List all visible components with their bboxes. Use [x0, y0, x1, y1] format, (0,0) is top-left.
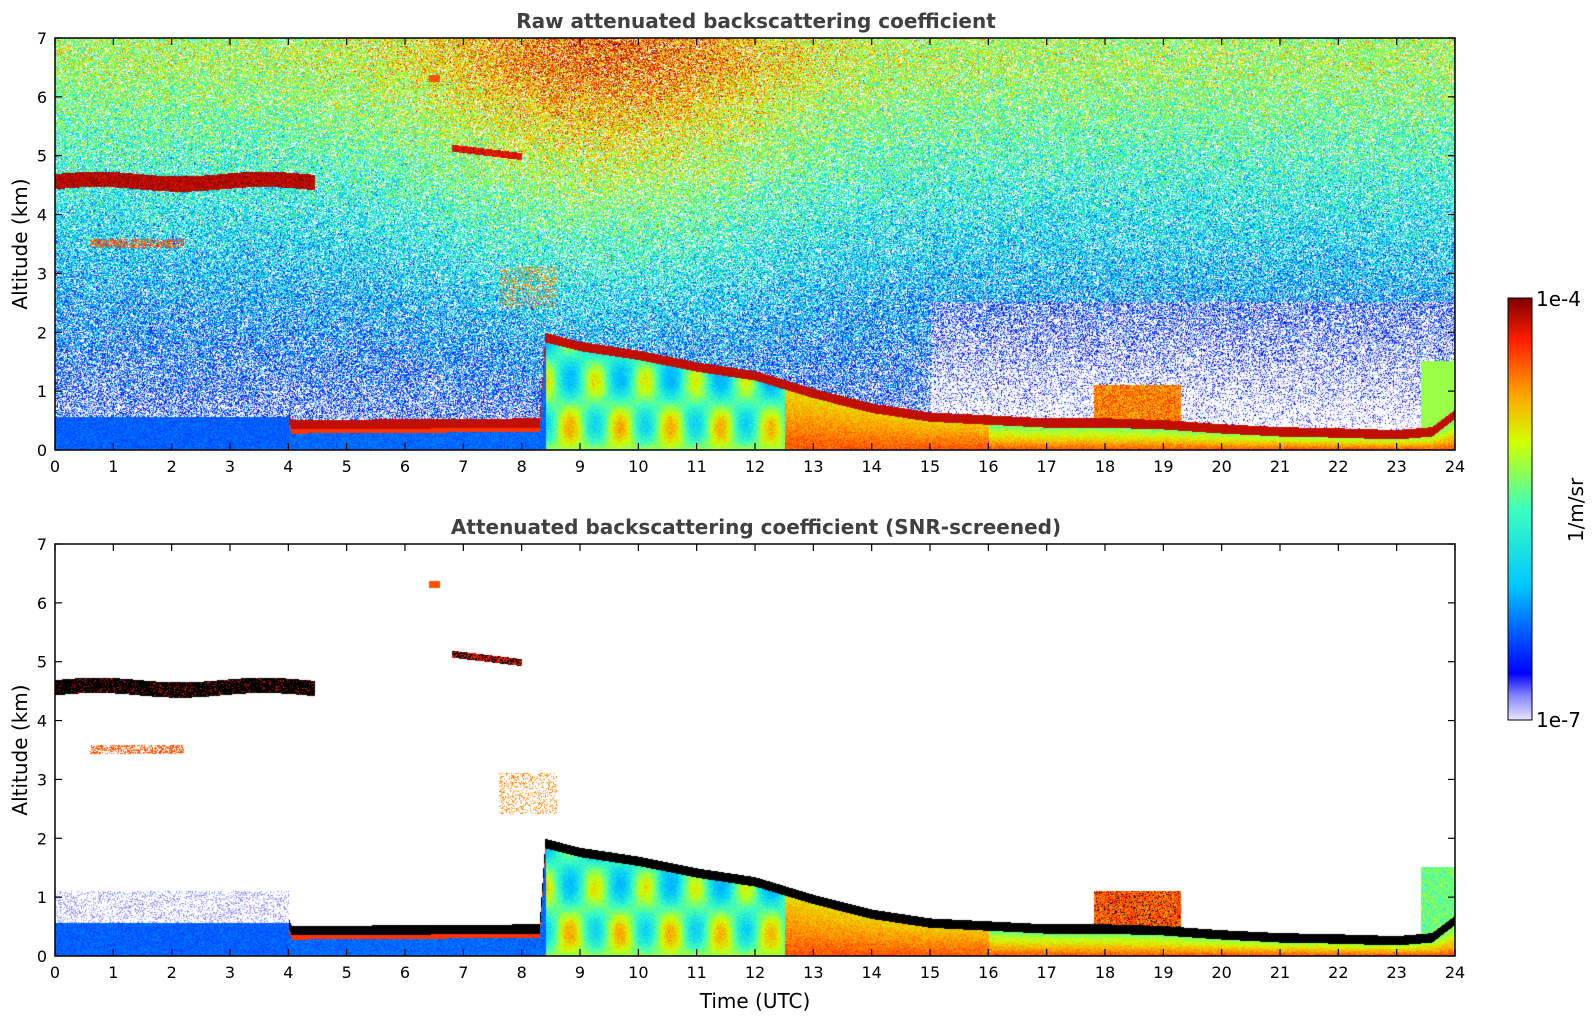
- raw-heatmap: [55, 38, 1455, 450]
- y-tick-label: 5: [37, 147, 47, 166]
- x-tick-label: 15: [920, 963, 940, 982]
- x-tick-label: 11: [686, 457, 706, 476]
- y-tick-label: 0: [37, 947, 47, 966]
- x-tick-label: 1: [108, 457, 118, 476]
- x-tick-label: 13: [803, 457, 823, 476]
- x-tick-label: 24: [1445, 963, 1465, 982]
- x-tick-label: 17: [1036, 457, 1056, 476]
- colorbar-units-label: 1/m/sr: [1564, 477, 1588, 542]
- x-tick-label: 16: [978, 457, 998, 476]
- x-tick-label: 9: [575, 457, 585, 476]
- colorbar: 1e-4 1e-7 1/m/sr: [1507, 287, 1588, 732]
- colorbar-max-label: 1e-4: [1536, 287, 1581, 311]
- y-tick-label: 6: [37, 594, 47, 613]
- y-tick-label: 2: [37, 829, 47, 848]
- x-tick-label: 2: [167, 963, 177, 982]
- x-tick-label: 2: [167, 457, 177, 476]
- y-tick-label: 6: [37, 88, 47, 107]
- colorbar-gradient: [1507, 297, 1533, 721]
- x-tick-label: 21: [1270, 963, 1290, 982]
- x-tick-label: 5: [342, 963, 352, 982]
- x-tick-label: 24: [1445, 457, 1465, 476]
- y-tick-label: 1: [37, 888, 47, 907]
- x-tick-label: 12: [745, 457, 765, 476]
- x-tick-label: 3: [225, 457, 235, 476]
- screened-panel-title: Attenuated backscattering coefficient (S…: [451, 515, 1061, 539]
- x-tick-label: 9: [575, 963, 585, 982]
- x-tick-label: 0: [50, 963, 60, 982]
- x-tick-label: 8: [517, 457, 527, 476]
- raw-axis-ticks: 0 1 2 3 4 5 6 7 8 9 10 11 12 13 14 15 16 17 18 19 20 21 22 23 24…: [37, 29, 1465, 476]
- x-tick-label: 8: [517, 963, 527, 982]
- x-tick-label: 4: [283, 457, 293, 476]
- x-tick-label: 0: [50, 457, 60, 476]
- screened-backscatter-panel: Attenuated backscattering coefficient (S…: [8, 515, 1465, 1013]
- x-tick-label: 18: [1095, 963, 1115, 982]
- y-tick-label: 4: [37, 712, 47, 731]
- x-tick-label: 20: [1211, 457, 1231, 476]
- x-tick-label: 17: [1036, 963, 1056, 982]
- raw-y-axis-label: Altitude (km): [8, 178, 32, 309]
- x-tick-label: 18: [1095, 457, 1115, 476]
- x-tick-label: 6: [400, 963, 410, 982]
- y-tick-label: 3: [37, 770, 47, 789]
- x-tick-label: 15: [920, 457, 940, 476]
- x-tick-label: 23: [1386, 963, 1406, 982]
- x-tick-label: 20: [1211, 963, 1231, 982]
- x-tick-label: 13: [803, 963, 823, 982]
- x-tick-label: 21: [1270, 457, 1290, 476]
- x-tick-label: 10: [628, 457, 648, 476]
- raw-panel-title: Raw attenuated backscattering coefficien…: [516, 9, 996, 33]
- x-tick-label: 6: [400, 457, 410, 476]
- y-tick-label: 2: [37, 323, 47, 342]
- y-tick-label: 7: [37, 535, 47, 554]
- x-tick-label: 11: [686, 963, 706, 982]
- x-tick-label: 5: [342, 457, 352, 476]
- raw-backscatter-panel: Raw attenuated backscattering coefficien…: [8, 9, 1465, 476]
- x-tick-label: 14: [861, 457, 881, 476]
- x-axis-label: Time (UTC): [699, 989, 811, 1013]
- x-tick-label: 10: [628, 963, 648, 982]
- screened-y-axis-label: Altitude (km): [8, 684, 32, 815]
- x-tick-label: 19: [1153, 457, 1173, 476]
- y-tick-label: 4: [37, 206, 47, 225]
- screened-axis-ticks: 0 1 2 3 4 5 6 7 8 9 10 11 12 13 14 15 16 17 18 19 20 21 22 23 24…: [37, 535, 1465, 982]
- y-tick-label: 7: [37, 29, 47, 48]
- x-tick-label: 12: [745, 963, 765, 982]
- x-tick-label: 4: [283, 963, 293, 982]
- x-tick-label: 7: [458, 457, 468, 476]
- y-tick-label: 0: [37, 441, 47, 460]
- colorbar-min-label: 1e-7: [1536, 708, 1581, 732]
- y-tick-label: 1: [37, 382, 47, 401]
- x-tick-label: 22: [1328, 457, 1348, 476]
- y-tick-label: 3: [37, 264, 47, 283]
- x-tick-label: 23: [1386, 457, 1406, 476]
- x-tick-label: 1: [108, 963, 118, 982]
- y-tick-label: 5: [37, 653, 47, 672]
- x-tick-label: 19: [1153, 963, 1173, 982]
- x-tick-label: 22: [1328, 963, 1348, 982]
- screened-heatmap: [55, 544, 1455, 956]
- x-tick-label: 14: [861, 963, 881, 982]
- x-tick-label: 16: [978, 963, 998, 982]
- x-tick-label: 3: [225, 963, 235, 982]
- x-tick-label: 7: [458, 963, 468, 982]
